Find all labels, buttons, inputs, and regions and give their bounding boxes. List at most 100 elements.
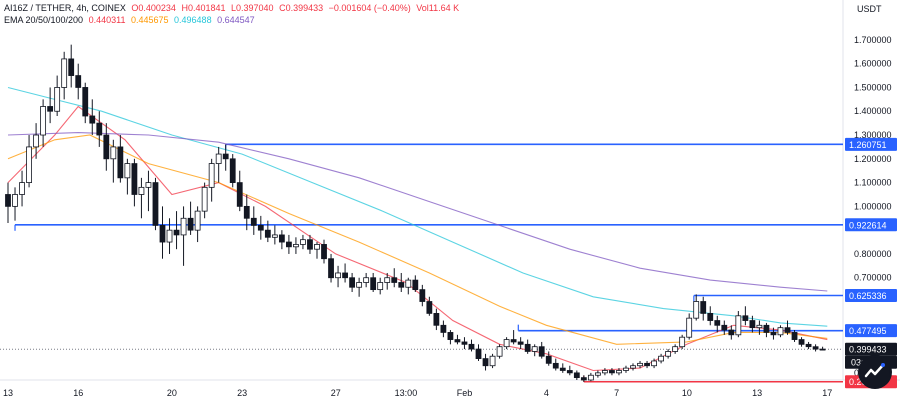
symbol-title[interactable]: AI16Z / TETHER, 4h, COINEX (4, 3, 126, 13)
candle-body (496, 346, 503, 357)
candle (159, 206, 166, 259)
candle (89, 99, 96, 136)
candle-body (405, 279, 412, 288)
ema-line (7, 132, 828, 292)
candle-body (173, 229, 180, 236)
candle-body (735, 315, 742, 336)
candle-body (728, 329, 735, 336)
ema50-value: 0.445675 (130, 15, 169, 25)
candle-body (412, 279, 419, 291)
currency-label[interactable]: USDT (857, 4, 882, 14)
candle (630, 363, 636, 371)
candle (117, 135, 124, 183)
candle (777, 325, 784, 338)
candle (47, 87, 54, 124)
candle (728, 325, 735, 340)
candle (461, 337, 468, 350)
candle-body (672, 346, 679, 352)
candle (651, 358, 657, 369)
candle-body (166, 229, 173, 243)
candle-body (398, 282, 405, 288)
candle-body (468, 343, 475, 350)
x-tick-label: Feb (457, 388, 473, 398)
candle (433, 308, 440, 331)
candle (124, 158, 131, 195)
ema-legend: EMA 20/50/100/200 0.440311 0.445675 0.49… (4, 15, 258, 26)
x-tick-label: 27 (331, 388, 341, 398)
candle (419, 284, 426, 307)
candle-body (721, 324, 728, 331)
candle (496, 344, 503, 359)
candle (644, 360, 650, 369)
x-tick-label: 13 (3, 388, 13, 398)
candle (707, 306, 714, 326)
y-tick-label: 1.200000 (854, 154, 892, 164)
candle (19, 170, 25, 207)
level-price-tag: 1.260751 (849, 140, 887, 150)
candle-body (587, 374, 594, 381)
candle (166, 218, 173, 254)
candle-body (68, 58, 75, 76)
candle (770, 327, 777, 340)
candle-body (271, 234, 278, 238)
candle (735, 311, 742, 338)
candle-body (293, 244, 299, 248)
candle-body (19, 182, 25, 195)
candle (26, 135, 32, 188)
y-tick-label: 0.800000 (854, 249, 892, 259)
candle-body (145, 182, 152, 188)
x-tick-label: 7 (614, 388, 619, 398)
tradingview-logo-icon[interactable] (858, 355, 892, 389)
candle (236, 170, 243, 212)
candle (700, 296, 707, 321)
horizontal-levels (0, 143, 843, 383)
ema-lines (7, 86, 828, 372)
candle (819, 346, 826, 351)
y-tick-label: 1.300000 (854, 130, 892, 140)
x-tick-label: 4 (544, 388, 549, 398)
candle-body (159, 225, 166, 243)
candle (503, 337, 510, 350)
candle (524, 339, 531, 354)
candle (749, 315, 756, 333)
candle-body (658, 355, 664, 362)
candle-body (616, 370, 622, 374)
ema-label[interactable]: EMA 20/50/100/200 (4, 15, 84, 25)
candle (602, 368, 608, 376)
candle (321, 239, 327, 264)
candle (665, 349, 672, 359)
candle-body (342, 272, 348, 279)
candle (763, 322, 770, 338)
low-value: L0.397040 (231, 3, 274, 13)
candle (440, 320, 447, 338)
price-axis-labels: 1.2607510.9226140.6253360.4774950.262645… (845, 137, 897, 389)
candle (145, 170, 152, 212)
candle (307, 234, 313, 254)
candle-body (187, 217, 194, 231)
candle (658, 353, 664, 364)
level-price-tag: 0.477495 (849, 326, 887, 336)
level-price-tag: 0.922614 (849, 220, 887, 230)
candle-body (250, 217, 257, 226)
candle-body (770, 332, 777, 336)
candle (566, 365, 573, 376)
x-tick-label: 10 (682, 388, 692, 398)
candle-body (784, 327, 791, 333)
candle-body (12, 194, 18, 207)
candle (482, 353, 489, 371)
candle-body (307, 239, 313, 250)
candle-body (335, 272, 341, 279)
candle-body (756, 324, 763, 329)
candle (426, 296, 433, 316)
candle-body (665, 351, 672, 357)
candle (138, 177, 145, 219)
candle (679, 334, 686, 350)
candle-body (749, 320, 756, 329)
candle (278, 230, 285, 250)
candle-body (5, 194, 11, 207)
candle (215, 146, 222, 183)
open-value: O0.400234 (131, 3, 176, 13)
candle-body (440, 324, 447, 333)
candle (180, 206, 187, 266)
